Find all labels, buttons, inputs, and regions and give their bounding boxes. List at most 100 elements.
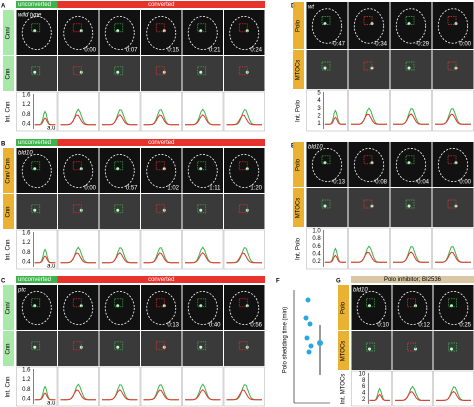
micrograph bbox=[306, 50, 348, 89]
trace bbox=[143, 252, 179, 264]
cell-outline bbox=[146, 16, 177, 50]
roi-box bbox=[114, 161, 124, 171]
row-label: Cnn bbox=[6, 68, 12, 79]
cell-outline bbox=[187, 154, 218, 188]
time-stamp: 0:25 bbox=[459, 323, 471, 329]
data-dot bbox=[308, 343, 314, 349]
roi-box bbox=[155, 161, 165, 171]
centrosome bbox=[323, 204, 327, 208]
y-tick-label: 0.4 bbox=[22, 259, 31, 265]
y-tick-label: 2 bbox=[362, 397, 366, 403]
time-stamp: 0:15 bbox=[167, 48, 179, 54]
header-bar bbox=[16, 276, 58, 283]
time-stamp: -0:47 bbox=[331, 42, 345, 48]
y-tick-label: 1.2 bbox=[22, 240, 31, 246]
time-stamp: 0:12 bbox=[418, 323, 430, 329]
plot-box bbox=[390, 227, 432, 270]
cell-outline bbox=[63, 16, 94, 50]
roi-box bbox=[197, 161, 207, 171]
header-bar bbox=[351, 276, 474, 283]
roi-box bbox=[31, 341, 41, 351]
centrosome bbox=[33, 208, 37, 212]
time-stamp: 0:00 bbox=[459, 42, 471, 48]
roi-box bbox=[114, 298, 124, 308]
roi-box bbox=[447, 61, 457, 71]
time-stamp: -0:29 bbox=[415, 42, 429, 48]
data-dot bbox=[305, 297, 311, 303]
cell-outline bbox=[353, 8, 385, 44]
row-label-bg bbox=[3, 331, 14, 366]
y-tick-label: 1.2 bbox=[22, 102, 31, 108]
header-label: converted bbox=[148, 2, 174, 8]
micrograph bbox=[306, 142, 348, 187]
roi-box bbox=[405, 155, 415, 165]
row-label: Cnn bbox=[6, 343, 12, 354]
micrograph bbox=[432, 50, 474, 89]
cell-outline bbox=[438, 291, 469, 325]
centrosome bbox=[116, 70, 120, 74]
roi-box bbox=[197, 204, 207, 214]
row-label-bg bbox=[293, 188, 304, 227]
roi-box bbox=[238, 23, 248, 33]
unit-label: a.u bbox=[47, 401, 55, 407]
row-label-bg bbox=[3, 56, 14, 91]
row-label: Int. Cnn bbox=[6, 101, 12, 122]
header-label: unconverted bbox=[18, 277, 51, 283]
micrograph bbox=[182, 331, 223, 366]
row-label: Int. Cnn bbox=[6, 239, 12, 260]
data-dot bbox=[304, 335, 310, 341]
trace bbox=[102, 114, 138, 126]
roi-box bbox=[321, 155, 331, 165]
micrograph bbox=[182, 194, 223, 229]
micrograph bbox=[351, 331, 392, 370]
micrograph bbox=[390, 142, 432, 187]
condition-label: bld10 bbox=[353, 288, 368, 294]
roi-box bbox=[114, 66, 124, 76]
roi-box bbox=[155, 298, 165, 308]
trace bbox=[102, 389, 138, 401]
row-label-bg bbox=[293, 90, 304, 131]
header-bar bbox=[57, 276, 265, 283]
data-dot bbox=[303, 315, 309, 321]
micrograph bbox=[182, 148, 223, 193]
micrograph bbox=[306, 188, 348, 227]
micrograph bbox=[16, 10, 57, 55]
mean-dot bbox=[317, 340, 323, 346]
roi-box bbox=[321, 61, 331, 71]
micrograph bbox=[58, 56, 99, 91]
roi-box bbox=[31, 23, 41, 33]
roi-box bbox=[114, 341, 124, 351]
micrograph bbox=[351, 285, 392, 330]
row-label-bg bbox=[293, 50, 304, 89]
micrograph bbox=[390, 2, 432, 49]
micrograph bbox=[16, 148, 57, 193]
roi-box bbox=[407, 298, 416, 308]
cell-outline bbox=[104, 16, 135, 50]
condition-label: bld10 bbox=[18, 151, 33, 157]
cell-outline bbox=[311, 148, 343, 182]
micrograph bbox=[58, 194, 99, 229]
micrograph bbox=[99, 10, 140, 55]
micrograph bbox=[224, 285, 265, 330]
roi-box bbox=[31, 204, 41, 214]
micrograph bbox=[348, 2, 390, 49]
centrosome bbox=[33, 345, 37, 349]
micrograph bbox=[58, 285, 99, 330]
row-label: Cnn bbox=[6, 206, 12, 217]
trace bbox=[226, 114, 262, 126]
roi-box bbox=[155, 66, 165, 76]
micrograph bbox=[392, 331, 433, 370]
time-stamp: 0:00 bbox=[84, 186, 96, 192]
y-tick-label: 0.4 bbox=[22, 396, 31, 402]
row-label: MTOCs bbox=[296, 198, 302, 219]
trace bbox=[436, 390, 471, 401]
trace bbox=[185, 389, 221, 401]
roi-box bbox=[31, 298, 41, 308]
y-tick-label: 0.8 bbox=[22, 387, 31, 393]
centrosome bbox=[116, 208, 120, 212]
roi-box bbox=[197, 341, 207, 351]
time-stamp: -0:08 bbox=[373, 180, 387, 186]
centrosome bbox=[162, 29, 166, 33]
centrosome bbox=[414, 304, 417, 308]
y-tick-label: 5 bbox=[317, 91, 321, 97]
